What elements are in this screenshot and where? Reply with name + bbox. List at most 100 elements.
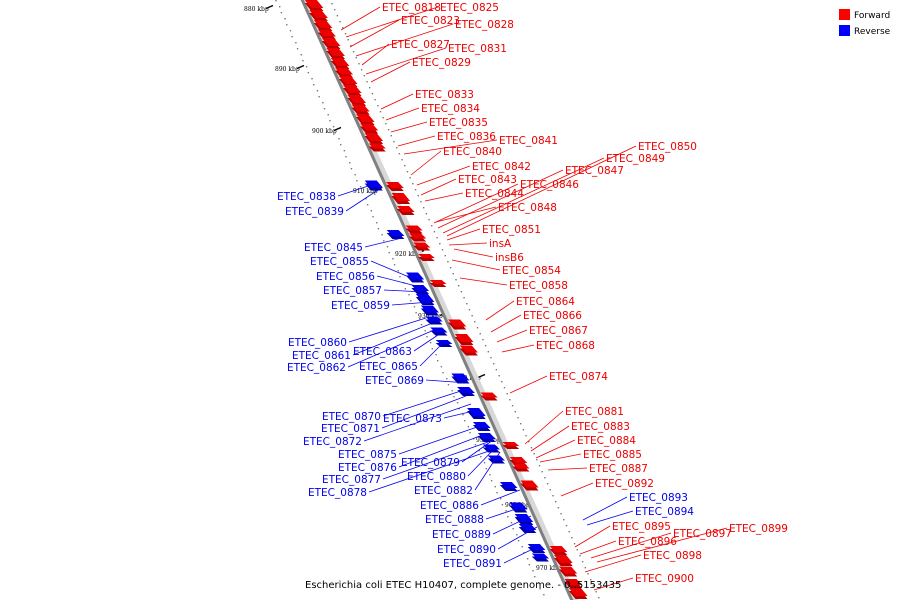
reverse-gene-label[interactable]: ETEC_0888 [425,514,484,526]
forward-gene-label[interactable]: ETEC_0831 [448,43,507,55]
gene-block[interactable] [334,67,354,78]
forward-gene-label[interactable]: ETEC_0858 [509,280,568,292]
gene-block[interactable] [386,230,405,239]
forward-gene-label[interactable]: ETEC_0895 [612,521,671,533]
reverse-gene-label[interactable]: ETEC_0893 [629,492,688,504]
forward-gene-label[interactable]: ETEC_0899 [729,523,788,535]
gene-block[interactable] [509,502,528,513]
reverse-gene-label[interactable]: ETEC_0869 [365,375,424,387]
gene-block[interactable] [425,316,443,325]
forward-gene-label[interactable]: ETEC_0828 [455,19,514,31]
gene-block[interactable] [451,373,470,384]
reverse-gene-label[interactable]: ETEC_0859 [331,300,390,312]
forward-gene-label[interactable]: ETEC_0849 [606,153,665,165]
forward-gene-label[interactable]: ETEC_0835 [429,117,488,129]
reverse-gene-label[interactable]: ETEC_0889 [432,529,491,541]
gene-block[interactable] [405,272,425,283]
reverse-gene-label[interactable]: ETEC_0870 [322,411,381,423]
gene-block[interactable] [411,285,430,294]
gene-block[interactable] [420,305,439,316]
reverse-gene-label[interactable]: ETEC_0886 [420,500,479,512]
forward-gene-label[interactable]: ETEC_0836 [437,131,496,143]
gene-block[interactable] [514,514,534,525]
reverse-gene-label[interactable]: ETEC_0839 [285,206,344,218]
forward-gene-label[interactable]: ETEC_0818 [382,2,441,14]
forward-gene-label[interactable]: ETEC_0854 [502,265,561,277]
gene-block[interactable] [549,546,568,555]
reverse-gene-label[interactable]: ETEC_0871 [321,423,380,435]
forward-gene-label[interactable]: ETEC_0847 [565,165,624,177]
forward-gene-label[interactable]: ETEC_0829 [412,57,471,69]
gene-block[interactable] [391,193,411,204]
gene-block[interactable] [568,588,588,599]
gene-block[interactable] [459,345,478,356]
gene-block[interactable] [326,48,345,59]
gene-block[interactable] [564,579,583,588]
gene-block[interactable] [417,254,435,261]
gene-block[interactable] [512,463,530,472]
gene-block[interactable] [559,566,578,577]
gene-block[interactable] [313,20,333,31]
gene-block[interactable] [415,294,435,305]
forward-gene-label[interactable]: ETEC_0834 [421,103,480,115]
gene-block[interactable] [342,85,362,96]
forward-gene-label[interactable]: ETEC_0827 [391,39,450,51]
reverse-gene-label[interactable]: ETEC_0879 [401,457,460,469]
reverse-gene-label[interactable]: ETEC_0891 [443,558,502,570]
gene-block[interactable] [356,114,375,125]
gene-block[interactable] [467,408,486,419]
forward-gene-label[interactable]: ETEC_0825 [440,2,499,14]
forward-gene-label[interactable]: ETEC_0896 [618,536,677,548]
reverse-gene-label[interactable]: ETEC_0882 [414,485,473,497]
gene-block[interactable] [409,233,427,242]
forward-gene-label[interactable]: ETEC_0881 [565,406,624,418]
forward-gene-label[interactable]: ETEC_0884 [577,435,636,447]
reverse-gene-label[interactable]: ETEC_0880 [407,471,466,483]
reverse-gene-label[interactable]: ETEC_0872 [303,436,362,448]
gene-block[interactable] [413,242,431,251]
gene-block[interactable] [480,392,498,401]
gene-block[interactable] [351,104,370,115]
reverse-gene-label[interactable]: ETEC_0857 [323,285,382,297]
gene-block[interactable] [330,58,350,69]
gene-block[interactable] [518,524,537,533]
gene-block[interactable] [321,38,341,49]
forward-gene-label[interactable]: ETEC_0851 [482,224,541,236]
forward-gene-label[interactable]: ETEC_0843 [458,174,517,186]
gene-block[interactable] [317,29,336,40]
reverse-gene-label[interactable]: ETEC_0876 [338,462,397,474]
reverse-gene-label[interactable]: ETEC_0865 [359,361,418,373]
gene-block[interactable] [309,10,328,21]
gene-block[interactable] [368,143,386,152]
reverse-gene-label[interactable]: ETEC_0862 [287,362,346,374]
reverse-gene-label[interactable]: ETEC_0863 [353,346,412,358]
gene-block[interactable] [527,544,546,553]
forward-gene-label[interactable]: ETEC_0841 [499,135,558,147]
gene-block[interactable] [499,482,518,491]
forward-gene-label[interactable]: ETEC_0900 [635,573,694,585]
forward-gene-label[interactable]: ETEC_0846 [520,179,579,191]
reverse-gene-label[interactable]: ETEC_0890 [437,544,496,556]
forward-gene-label[interactable]: ETEC_0842 [472,161,531,173]
gene-block[interactable] [487,455,505,464]
gene-block[interactable] [472,422,491,431]
forward-gene-label[interactable]: ETEC_0883 [571,421,630,433]
forward-gene-label[interactable]: ETEC_0868 [536,340,595,352]
reverse-gene-label[interactable]: ETEC_0845 [304,242,363,254]
forward-gene-label[interactable]: ETEC_0840 [443,146,502,158]
gene-block[interactable] [396,206,415,215]
forward-gene-label[interactable]: ETEC_0867 [529,325,588,337]
forward-gene-label[interactable]: ETEC_0850 [638,141,697,153]
gene-block[interactable] [502,442,520,449]
gene-block[interactable] [457,387,475,396]
reverse-gene-label[interactable]: ETEC_0877 [322,474,381,486]
gene-block[interactable] [304,0,324,11]
gene-block[interactable] [429,280,447,287]
gene-block[interactable] [448,319,467,330]
reverse-gene-label[interactable]: ETEC_0861 [292,350,351,362]
gene-block[interactable] [430,327,448,336]
gene-block[interactable] [454,334,474,345]
reverse-gene-label[interactable]: ETEC_0878 [308,487,367,499]
gene-block[interactable] [531,553,550,562]
reverse-gene-label[interactable]: ETEC_0855 [310,256,369,268]
